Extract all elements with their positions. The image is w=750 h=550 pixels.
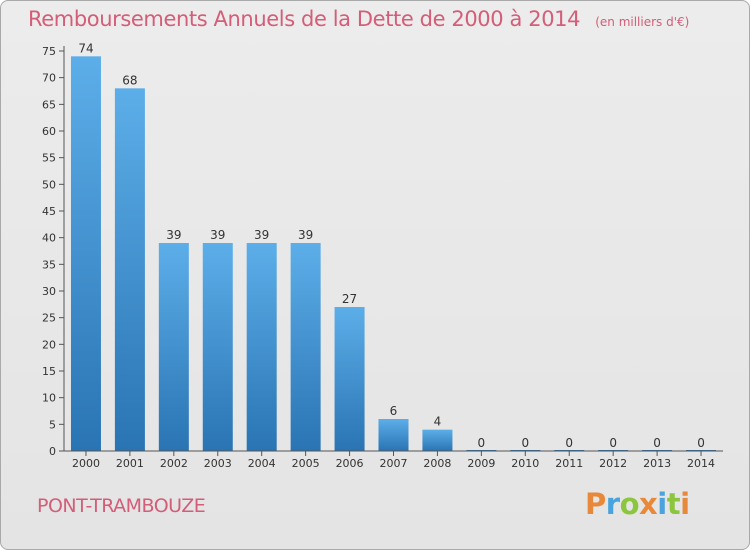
x-tick-label: 2008 — [423, 457, 451, 470]
bar-value-label: 6 — [390, 404, 398, 418]
bar — [290, 243, 321, 451]
x-tick-label: 2009 — [467, 457, 495, 470]
y-tick-label: 0 — [49, 445, 56, 458]
title-row: Remboursements Annuels de la Dette de 20… — [28, 7, 689, 31]
y-tick-label: 55 — [42, 152, 56, 165]
x-tick-label: 2013 — [643, 457, 671, 470]
bar — [70, 56, 101, 451]
bar — [334, 307, 365, 451]
bar-value-label: 0 — [653, 436, 661, 450]
bar-value-label: 0 — [697, 436, 705, 450]
bar-value-label: 39 — [254, 228, 269, 242]
y-axis: 0 5 10 15 20 25 30 35 40 45 50 55 60 65 70 75 — [42, 45, 65, 458]
y-tick-label: 5 — [49, 418, 56, 431]
y-tick-label: 65 — [42, 98, 56, 111]
chart-title: Remboursements Annuels de la Dette de 20… — [28, 7, 581, 31]
y-tick-label: 35 — [42, 258, 56, 271]
bar — [158, 243, 189, 451]
bar-value-label: 74 — [78, 41, 93, 55]
logo-letter: r — [605, 487, 620, 521]
logo-letter: t — [666, 487, 681, 521]
y-tick-label: 30 — [42, 285, 56, 298]
bar — [422, 429, 453, 451]
y-tick-label: 75 — [42, 45, 56, 58]
logo-letter: i — [657, 487, 667, 521]
logo-letter: i — [680, 487, 690, 521]
x-tick-label: 2007 — [380, 457, 408, 470]
logo-letter: o — [619, 487, 640, 521]
y-tick-label: 40 — [42, 232, 56, 245]
x-tick-label: 2014 — [687, 457, 715, 470]
x-axis: 2000 2001 2002 2003 2004 2005 2006 2007 2008 2009… — [64, 450, 723, 470]
bar — [378, 419, 409, 451]
x-tick-label: 2005 — [292, 457, 320, 470]
x-tick-label: 2003 — [204, 457, 232, 470]
x-tick-label: 2011 — [555, 457, 583, 470]
y-tick-label: 50 — [42, 178, 56, 191]
commune-name: PONT-TRAMBOUZE — [37, 495, 206, 517]
y-tick-label: 60 — [42, 125, 56, 138]
bar — [202, 243, 233, 451]
bars: 74 68 39 39 39 39 27 6 4 0 0 0 0 0 0 — [70, 41, 717, 451]
y-tick-label: 20 — [42, 338, 56, 351]
bar-value-label: 0 — [609, 436, 617, 450]
x-tick-label: 2004 — [248, 457, 276, 470]
bar-value-label: 4 — [434, 415, 442, 429]
chart-subtitle: (en milliers d'€) — [595, 15, 690, 29]
bar-value-label: 0 — [521, 436, 529, 450]
logo-letter: P — [585, 487, 606, 521]
bar-value-label: 39 — [298, 228, 313, 242]
x-tick-label: 2010 — [511, 457, 539, 470]
x-tick-label: 2000 — [72, 457, 100, 470]
logo-letter: x — [639, 487, 658, 521]
bar-value-label: 39 — [210, 228, 225, 242]
x-tick-label: 2001 — [116, 457, 144, 470]
proxiti-logo[interactable]: Proxiti — [585, 487, 690, 521]
bar — [246, 243, 277, 451]
y-tick-label: 45 — [42, 205, 56, 218]
bar-value-label: 27 — [342, 292, 357, 306]
y-tick-label: 10 — [42, 392, 56, 405]
x-tick-label: 2006 — [336, 457, 364, 470]
x-tick-label: 2012 — [599, 457, 627, 470]
bar-value-label: 68 — [122, 73, 137, 87]
bar-value-label: 39 — [166, 228, 181, 242]
bar — [114, 88, 145, 451]
y-tick-label: 15 — [42, 365, 56, 378]
y-tick-label: 70 — [42, 72, 56, 85]
y-tick-label: 25 — [42, 312, 56, 325]
bar-value-label: 0 — [478, 436, 486, 450]
bar-value-label: 0 — [565, 436, 573, 450]
x-tick-label: 2002 — [160, 457, 188, 470]
